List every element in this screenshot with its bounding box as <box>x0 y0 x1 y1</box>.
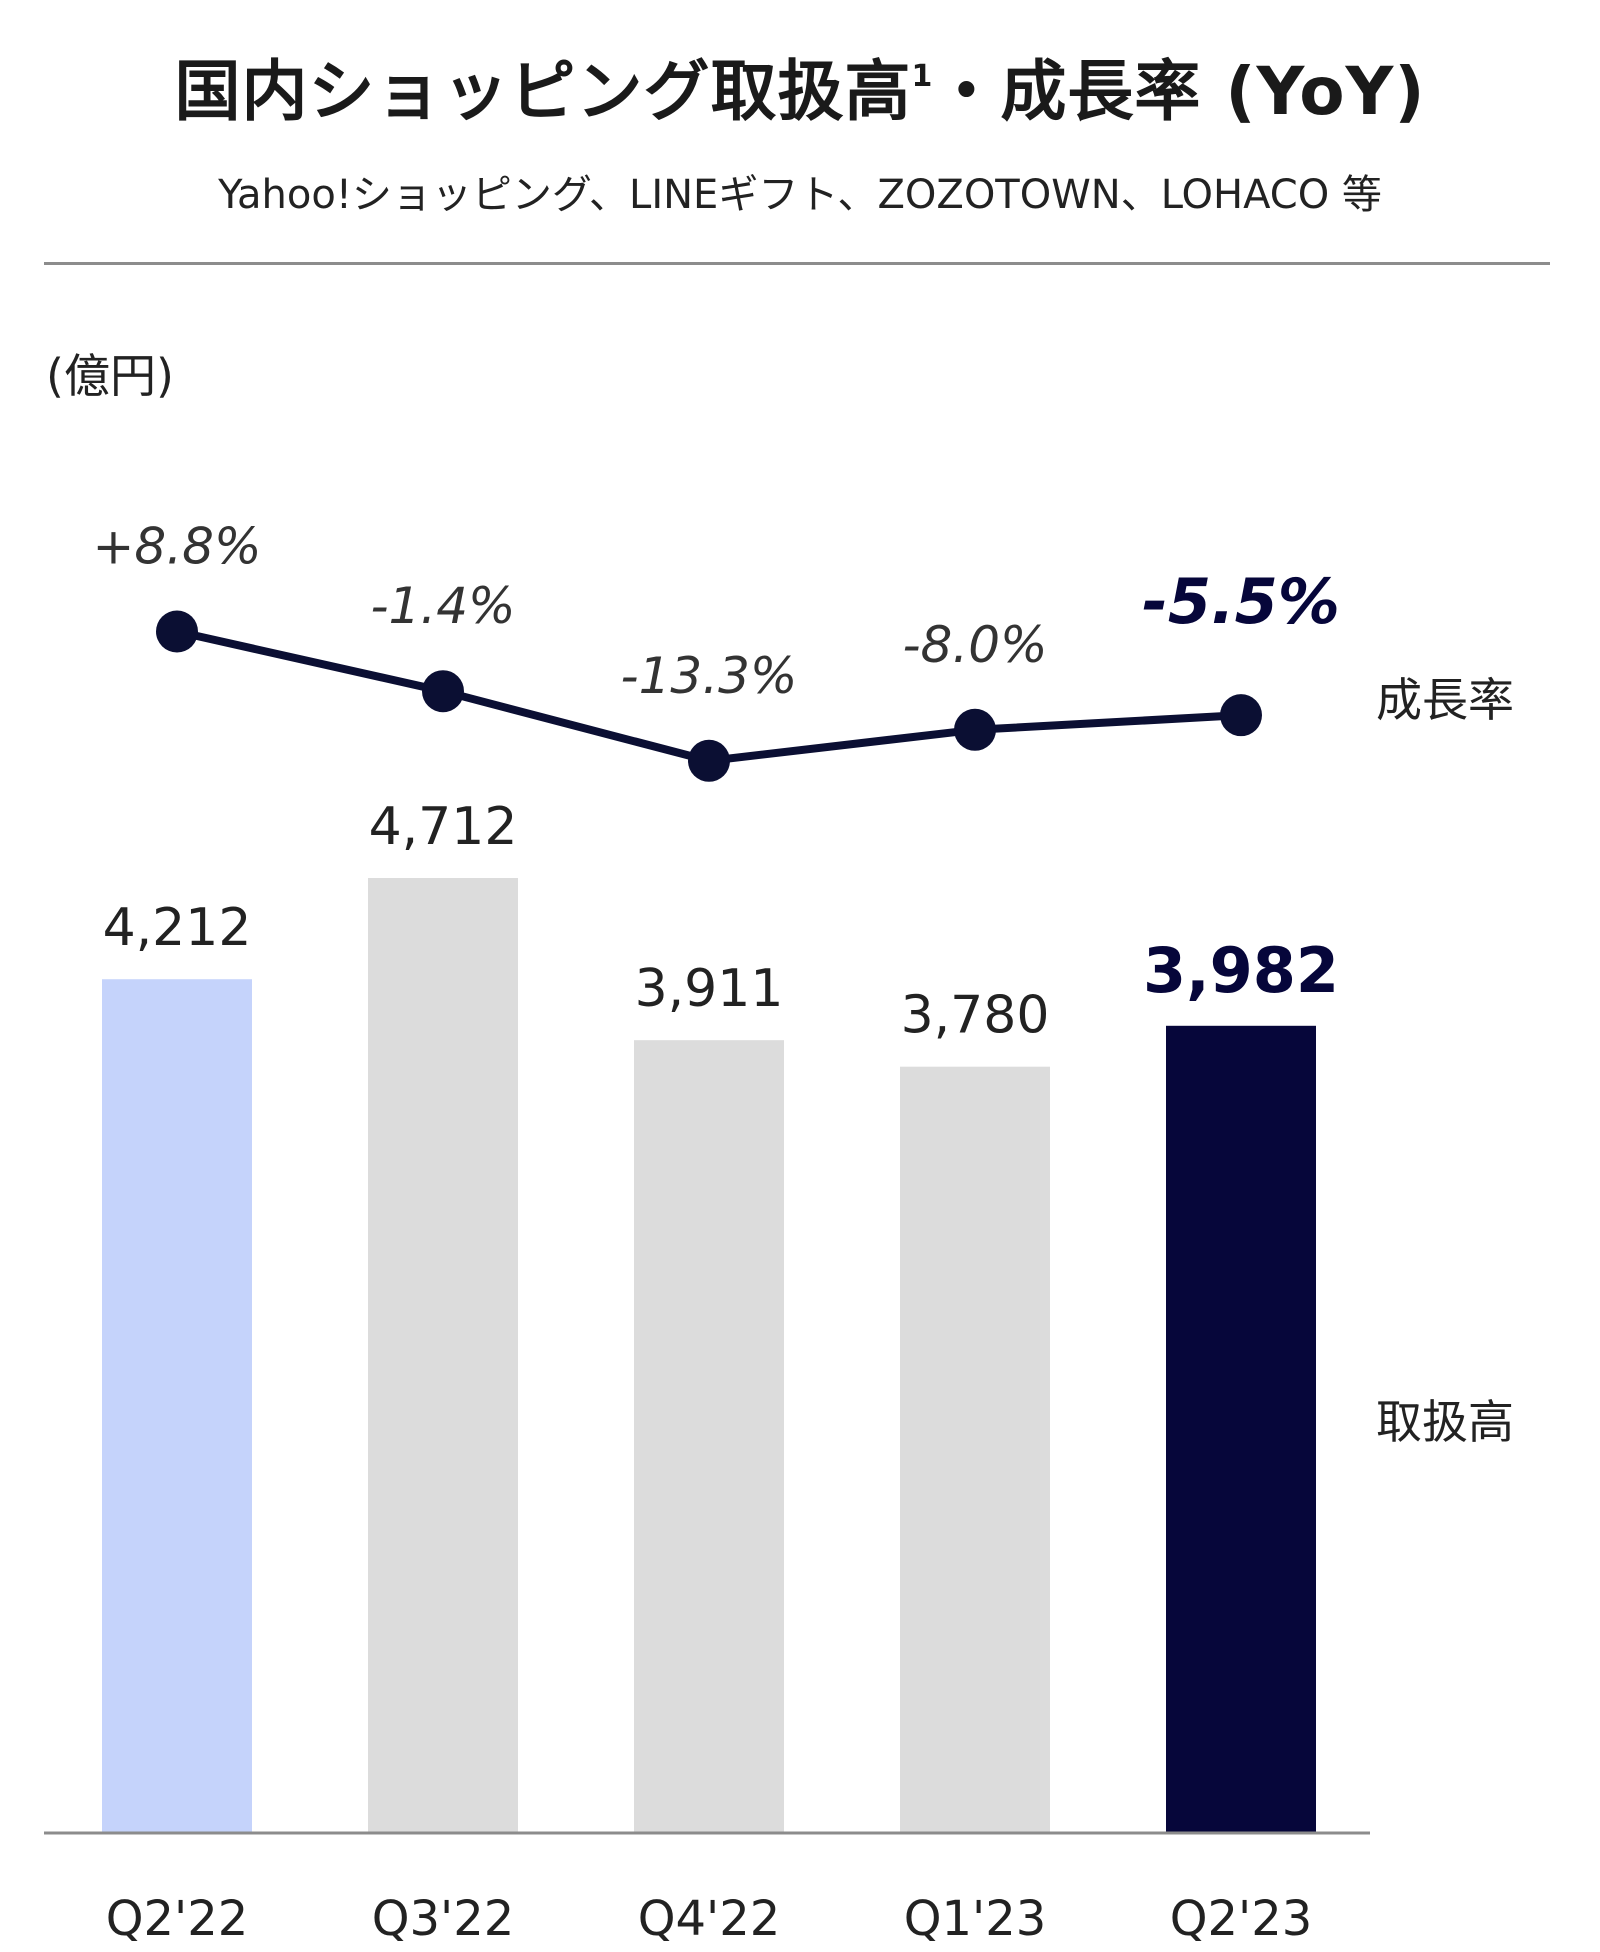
x-tick-label: Q4'22 <box>638 1891 781 1947</box>
growth-rate-point <box>422 670 464 713</box>
growth-rate-point <box>688 739 730 782</box>
x-tick-label: Q1'23 <box>904 1891 1047 1947</box>
bar <box>1166 1025 1316 1832</box>
labels-layer: Q2'22 Q3'22 Q4'22 Q1'23 Q2'23 4,212 4,712 3,911… <box>93 518 1340 1947</box>
growth-rate-point <box>954 708 996 751</box>
series-label-volume: 取扱高 <box>1376 1395 1514 1449</box>
bar <box>634 1040 784 1832</box>
line-layer <box>156 610 1262 782</box>
bar-value-label: 3,780 <box>901 986 1050 1046</box>
growth-rate-point <box>1220 694 1262 737</box>
chart-title-text: 国内ショッピング取扱高 <box>174 53 912 130</box>
bar <box>368 878 518 1832</box>
chart-title-footnote-mark: 1 <box>911 59 934 94</box>
chart-title: 国内ショッピング取扱高1・成長率 (YoY) <box>0 38 1600 134</box>
growth-rate-label: -8.0% <box>902 616 1047 674</box>
chart-title-suffix: ・成長率 (YoY) <box>933 53 1426 130</box>
bar <box>900 1066 1050 1832</box>
bar-value-label: 3,982 <box>1143 934 1339 1007</box>
bar <box>102 979 252 1832</box>
growth-rate-label: -1.4% <box>370 577 515 635</box>
bar-value-label: 4,712 <box>369 797 518 857</box>
bar-value-label: 3,911 <box>635 959 784 1019</box>
bars-layer <box>102 878 1316 1832</box>
growth-rate-point <box>156 610 198 653</box>
growth-rate-label: -5.5% <box>1142 565 1340 638</box>
chart-subtitle: Yahoo!ショッピング、LINEギフト、ZOZOTOWN、LOHACO 等 <box>218 172 1382 218</box>
x-tick-label: Q2'23 <box>1170 1891 1313 1947</box>
y-unit-label: (億円) <box>46 349 174 403</box>
x-tick-label: Q3'22 <box>372 1891 515 1947</box>
bar-value-label: 4,212 <box>103 898 252 958</box>
growth-rate-label: +8.8% <box>93 518 262 576</box>
growth-rate-label: -13.3% <box>621 647 798 705</box>
title-divider <box>44 262 1550 265</box>
x-tick-label: Q2'22 <box>106 1891 249 1947</box>
series-label-growth: 成長率 <box>1376 673 1514 727</box>
